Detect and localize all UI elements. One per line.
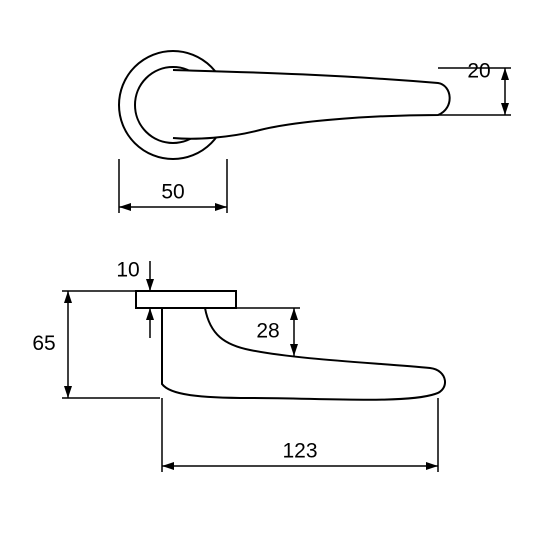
svg-text:20: 20 bbox=[467, 60, 490, 83]
handle-side bbox=[162, 308, 445, 400]
dim-20: 20 bbox=[438, 60, 511, 115]
rose-plate-side bbox=[136, 291, 236, 308]
svg-text:28: 28 bbox=[256, 320, 279, 343]
svg-text:123: 123 bbox=[282, 440, 317, 463]
top-view: 50 20 bbox=[119, 51, 511, 213]
handle-front bbox=[173, 70, 450, 139]
svg-text:65: 65 bbox=[32, 332, 55, 355]
svg-text:10: 10 bbox=[116, 259, 139, 282]
dim-123: 123 bbox=[162, 398, 438, 472]
side-view: 10 65 28 123 bbox=[32, 259, 445, 472]
dim-50: 50 bbox=[119, 159, 227, 213]
svg-text:50: 50 bbox=[161, 181, 184, 204]
